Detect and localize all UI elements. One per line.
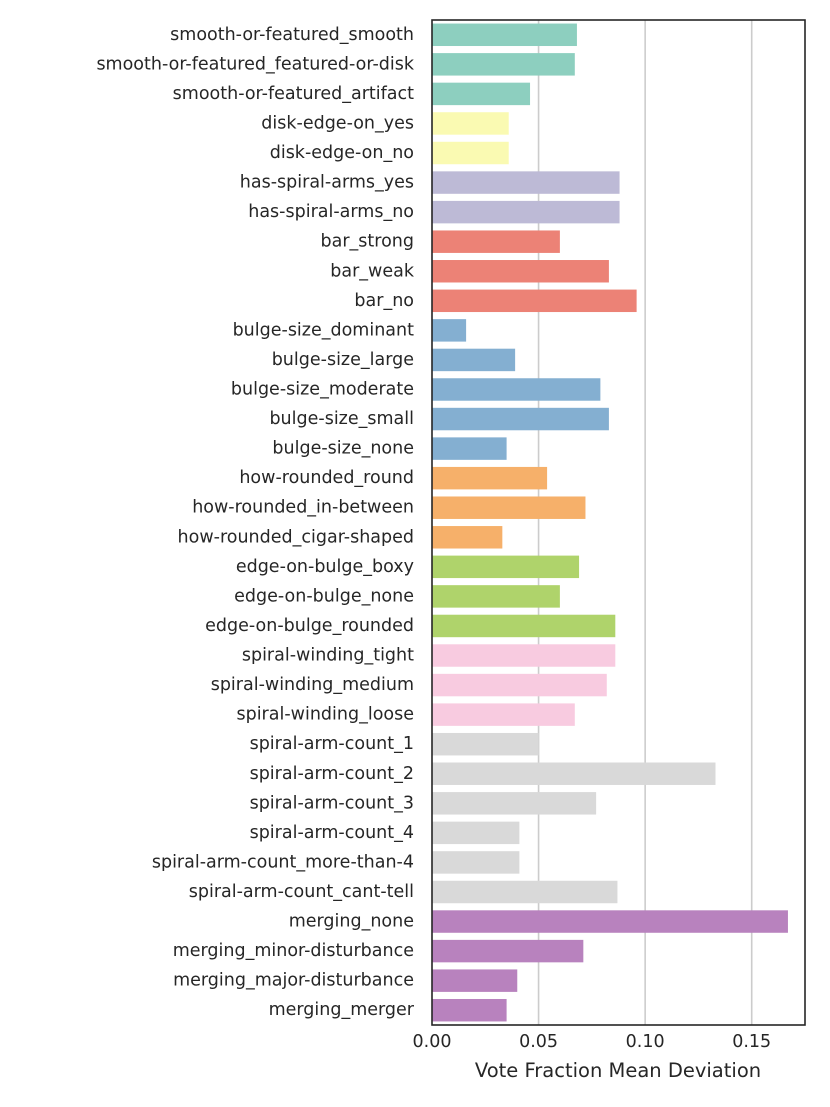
category-label: smooth-or-featured_artifact (173, 84, 414, 104)
bar-disk-edge-on_no (432, 141, 509, 165)
bars-layer (432, 23, 788, 1022)
category-label: disk-edge-on_no (270, 143, 414, 163)
category-label: bar_strong (321, 232, 414, 252)
bar-how-rounded_cigar-shaped (432, 526, 503, 549)
plot-frame (431, 19, 806, 1026)
category-label: has-spiral-arms_no (248, 202, 414, 222)
bar-merging_none (432, 910, 788, 933)
x-tick-label: 0.15 (732, 1032, 771, 1052)
x-tick-label: 0.10 (626, 1032, 665, 1052)
category-label: how-rounded_round (239, 468, 414, 488)
category-label: merging_none (289, 912, 414, 932)
bar-bulge-size_moderate (432, 378, 601, 401)
category-label: bar_no (354, 291, 414, 311)
category-label: bulge-size_large (272, 350, 414, 370)
bar-spiral-winding_tight (432, 644, 616, 667)
bar-merging_merger (432, 998, 507, 1022)
bar-smooth-or-featured_featured-or-disk (432, 53, 575, 76)
category-label: spiral-arm-count_4 (250, 823, 414, 843)
category-label: spiral-arm-count_2 (250, 764, 414, 784)
category-label: bar_weak (330, 261, 415, 281)
category-label: bulge-size_dominant (233, 320, 415, 340)
x-tick-label: 0.05 (519, 1032, 558, 1052)
bar-spiral-winding_loose (432, 703, 575, 726)
category-label: bulge-size_small (269, 409, 414, 429)
category-label: bulge-size_moderate (231, 379, 414, 399)
category-label: merging_major-disturbance (173, 971, 414, 991)
bar-has-spiral-arms_no (432, 200, 620, 224)
bar-edge-on-bulge_none (432, 585, 560, 608)
category-label: smooth-or-featured_smooth (170, 25, 414, 45)
bar-how-rounded_round (432, 466, 548, 490)
bar-spiral-winding_medium (432, 673, 607, 697)
bar-spiral-arm-count_3 (432, 792, 597, 815)
bar-bar_no (432, 289, 637, 313)
category-label: bulge-size_none (272, 439, 414, 459)
bar-edge-on-bulge_rounded (432, 614, 616, 638)
bar-spiral-arm-count_1 (432, 732, 539, 756)
bar-disk-edge-on_yes (432, 112, 509, 135)
x-ticks: 0.00 0.05 0.10 0.15 (413, 1032, 772, 1052)
category-label: merging_minor-disturbance (173, 941, 414, 961)
bar-bar_weak (432, 260, 609, 283)
category-label: spiral-arm-count_cant-tell (189, 882, 414, 902)
grid-layer (537, 20, 753, 1025)
bar-smooth-or-featured_smooth (432, 23, 577, 47)
x-axis-title: Vote Fraction Mean Deviation (475, 1059, 761, 1082)
bar-bulge-size_small (432, 407, 609, 431)
bar-bulge-size_none (432, 437, 507, 460)
bar-has-spiral-arms_yes (432, 171, 620, 194)
category-label: smooth-or-featured_featured-or-disk (96, 54, 414, 74)
bar-spiral-arm-count_2 (432, 762, 716, 785)
category-label: edge-on-bulge_none (234, 586, 414, 606)
x-tick-label: 0.00 (413, 1032, 452, 1052)
bar-spiral-arm-count_more-than-4 (432, 851, 520, 874)
bar-smooth-or-featured_artifact (432, 82, 531, 106)
category-label: edge-on-bulge_rounded (205, 616, 414, 636)
bar-spiral-arm-count_cant-tell (432, 880, 618, 904)
bar-bulge-size_dominant (432, 319, 467, 342)
category-labels: smooth-or-featured_smooth smooth-or-featu… (96, 25, 414, 1020)
bar-bar_strong (432, 230, 560, 253)
category-label: merging_merger (269, 1000, 415, 1020)
category-label: has-spiral-arms_yes (240, 173, 414, 193)
category-label: how-rounded_cigar-shaped (178, 527, 414, 547)
category-label: spiral-arm-count_more-than-4 (152, 852, 414, 872)
category-label: spiral-winding_medium (211, 675, 414, 695)
bar-merging_major-disturbance (432, 969, 518, 992)
bar-spiral-arm-count_4 (432, 821, 520, 845)
bar-bulge-size_large (432, 348, 516, 372)
bar-how-rounded_in-between (432, 496, 586, 519)
bar-merging_minor-disturbance (432, 939, 584, 963)
category-label: edge-on-bulge_boxy (236, 557, 414, 577)
category-label: spiral-arm-count_3 (250, 793, 414, 813)
category-label: spiral-arm-count_1 (250, 734, 414, 754)
category-label: spiral-winding_tight (242, 646, 414, 666)
category-label: disk-edge-on_yes (261, 113, 414, 133)
category-label: how-rounded_in-between (192, 498, 414, 518)
bar-edge-on-bulge_boxy (432, 555, 580, 579)
category-label: spiral-winding_loose (236, 705, 414, 725)
